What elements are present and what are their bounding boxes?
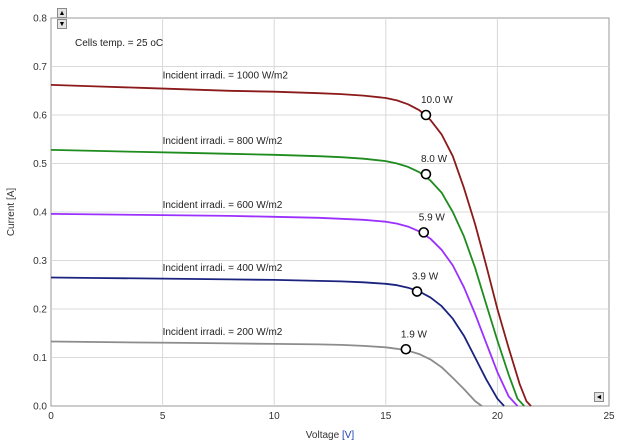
max-power-label: 8.0 W xyxy=(421,154,448,165)
max-power-point-marker xyxy=(411,286,423,297)
max-power-label: 3.9 W xyxy=(412,272,439,283)
y-axis-title: Current [A] xyxy=(6,188,17,237)
y-tick-label: 0.7 xyxy=(33,62,47,73)
scroll-down-button[interactable]: ▼ xyxy=(57,19,67,29)
max-power-point-marker xyxy=(400,343,412,355)
y-tick-label: 0.2 xyxy=(33,305,47,316)
series-line-3 xyxy=(50,276,505,407)
grid xyxy=(51,18,609,406)
x-tick-label: 25 xyxy=(603,411,615,422)
max-power-point-marker xyxy=(420,168,432,180)
y-tick-label: 0.6 xyxy=(33,111,47,122)
series-lines xyxy=(50,84,532,407)
series-line-2 xyxy=(50,213,519,407)
y-tick-label: 0.3 xyxy=(33,256,47,267)
x-tick-label: 0 xyxy=(48,411,54,422)
y-tick-label: 0.0 xyxy=(33,402,47,413)
series-label-2: Incident irradi. = 600 W/m2 xyxy=(163,200,283,211)
chevron-up-icon: ▲ xyxy=(58,10,66,17)
x-tick-label: 15 xyxy=(380,411,392,422)
y-tick-label: 0.5 xyxy=(33,159,47,170)
max-power-label: 1.9 W xyxy=(401,329,428,340)
series-label-3: Incident irradi. = 400 W/m2 xyxy=(163,263,283,274)
max-power-label: 5.9 W xyxy=(419,212,446,223)
series-line-1 xyxy=(50,149,525,407)
x-tick-label: 5 xyxy=(160,411,166,422)
max-power-point-marker xyxy=(418,227,430,238)
series-line-0 xyxy=(50,84,532,407)
x-tick-label: 10 xyxy=(269,411,281,422)
x-axis-title: Voltage [V] xyxy=(306,430,355,441)
x-tick-labels: 0 5 10 15 20 25 xyxy=(48,411,615,422)
max-power-point-marker xyxy=(420,109,432,121)
chevron-left-icon: ◄ xyxy=(595,394,603,401)
x-axis-title-name: Voltage xyxy=(306,430,342,441)
series-label-1: Incident irradi. = 800 W/m2 xyxy=(163,136,283,147)
cells-temp-annotation: Cells temp. = 25 oC xyxy=(75,38,163,49)
y-tick-labels: 0.0 0.1 0.2 0.3 0.4 0.5 0.6 0.7 0.8 xyxy=(33,14,47,413)
y-tick-label: 0.4 xyxy=(33,208,47,219)
chevron-down-icon: ▼ xyxy=(58,21,66,28)
x-tick-label: 20 xyxy=(492,411,504,422)
series-labels: Incident irradi. = 1000 W/m2 Incident irr… xyxy=(163,71,289,339)
scroll-up-button[interactable]: ▲ xyxy=(57,8,67,18)
series-label-0: Incident irradi. = 1000 W/m2 xyxy=(163,71,289,82)
max-power-points: 10.0 W 8.0 W 5.9 W 3.9 W 1.9 W xyxy=(400,95,453,355)
series-line-4 xyxy=(50,340,483,407)
x-axis-title-unit: [V] xyxy=(342,430,354,441)
max-power-label: 10.0 W xyxy=(421,95,453,106)
y-tick-label: 0.8 xyxy=(33,14,47,25)
series-label-4: Incident irradi. = 200 W/m2 xyxy=(163,327,283,338)
scroll-left-button[interactable]: ◄ xyxy=(594,392,604,402)
y-tick-label: 0.1 xyxy=(33,353,47,364)
